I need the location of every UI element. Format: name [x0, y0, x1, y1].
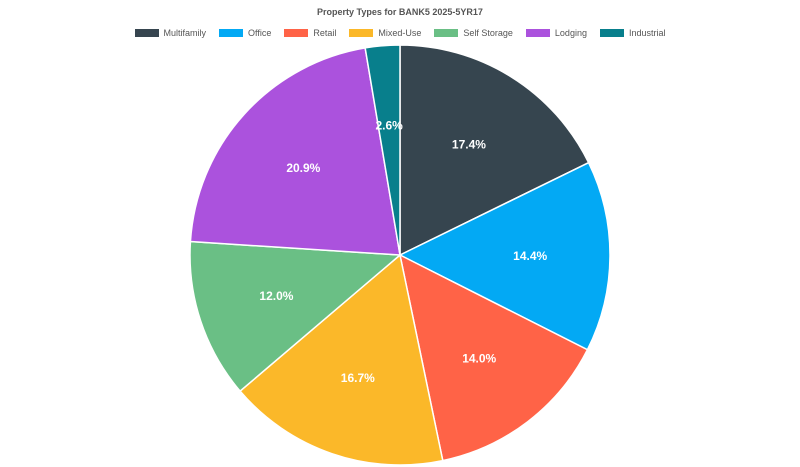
legend-label-multifamily: Multifamily	[163, 28, 207, 38]
legend-swatch-self-storage	[434, 29, 459, 37]
slice-label-industrial: 2.6%	[375, 118, 403, 132]
chart-title: Property Types for BANK5 2025-5YR17	[317, 7, 483, 17]
legend: Multifamily Office Retail Mixed-Use Self Sto…	[0, 28, 800, 38]
slice-label-self-storage: 12.0%	[259, 289, 293, 303]
legend-item-office[interactable]: Office	[219, 28, 271, 38]
legend-swatch-office	[219, 29, 244, 37]
legend-label-industrial: Industrial	[628, 28, 666, 38]
slice-label-office: 14.4%	[513, 249, 547, 263]
legend-label-mixed-use: Mixed-Use	[378, 28, 422, 38]
slice-self-storage[interactable]	[189, 240, 402, 393]
legend-swatch-multifamily	[134, 29, 159, 37]
legend-item-retail[interactable]: Retail	[284, 28, 336, 38]
legend-item-industrial[interactable]: Industrial	[599, 28, 666, 38]
legend-swatch-retail	[284, 29, 309, 37]
slice-label-mixed-use: 16.7%	[341, 371, 375, 385]
legend-label-self-storage: Self Storage	[463, 28, 513, 38]
slice-mixed-use[interactable]	[239, 253, 444, 466]
slice-label-multifamily: 17.4%	[452, 138, 486, 152]
slice-lodging[interactable]	[189, 47, 401, 256]
legend-swatch-industrial	[599, 29, 624, 37]
legend-item-lodging[interactable]: Lodging	[525, 28, 587, 38]
legend-label-retail: Retail	[313, 28, 337, 38]
legend-swatch-lodging	[525, 29, 550, 37]
legend-label-office: Office	[248, 28, 272, 38]
legend-item-mixed-use[interactable]: Mixed-Use	[349, 28, 421, 38]
slice-industrial[interactable]	[364, 44, 401, 256]
slice-label-retail: 14.0%	[462, 351, 496, 365]
legend-item-self-storage[interactable]: Self Storage	[434, 28, 513, 38]
slice-multifamily[interactable]	[399, 44, 590, 257]
legend-swatch-mixed-use	[349, 29, 374, 37]
legend-label-lodging: Lodging	[554, 28, 587, 38]
slice-label-lodging: 20.9%	[286, 161, 320, 175]
legend-item-multifamily[interactable]: Multifamily	[134, 28, 207, 38]
slice-office[interactable]	[398, 161, 611, 351]
slice-retail[interactable]	[398, 253, 589, 462]
